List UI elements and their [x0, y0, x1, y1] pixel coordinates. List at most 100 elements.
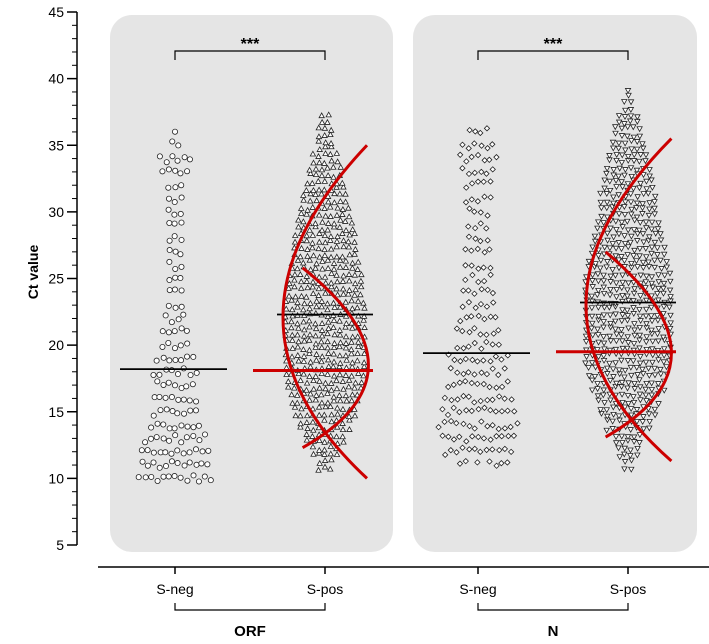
data-point-triangle	[295, 324, 302, 331]
data-point-triangle	[348, 338, 355, 345]
data-point-diamond	[481, 404, 488, 411]
data-point-triangle	[582, 347, 590, 354]
data-point-circle	[189, 381, 196, 388]
data-point-diamond	[496, 446, 503, 454]
data-point-triangle	[310, 377, 317, 384]
data-point-triangle	[318, 326, 326, 333]
data-point-triangle	[607, 377, 614, 384]
data-point-triangle	[360, 316, 367, 323]
data-point-circle	[157, 407, 164, 414]
data-point-diamond	[450, 404, 457, 412]
data-point-triangle	[594, 332, 602, 339]
data-point-triangle	[339, 179, 346, 186]
data-point-diamond	[463, 184, 470, 191]
data-point-circle	[153, 357, 160, 364]
data-point-triangle	[630, 434, 638, 441]
data-point-triangle	[295, 370, 303, 377]
data-point-diamond	[456, 408, 463, 416]
data-point-triangle	[637, 180, 644, 187]
data-point-circle	[160, 421, 167, 428]
data-point-triangle	[354, 297, 362, 304]
data-point-circle	[172, 304, 179, 311]
data-point-triangle	[615, 413, 623, 420]
data-point-diamond	[471, 399, 478, 406]
data-point-diamond	[483, 446, 490, 454]
data-point-triangle	[639, 145, 647, 152]
data-point-triangle	[334, 158, 341, 165]
data-point-circle	[166, 287, 173, 294]
data-point-triangle	[333, 385, 341, 392]
data-point-triangle	[300, 332, 308, 339]
data-point-circle	[165, 329, 172, 336]
data-point-triangle	[616, 165, 623, 172]
data-point-circle	[171, 425, 178, 432]
data-point-circle	[166, 247, 173, 254]
data-point-triangle	[309, 239, 316, 246]
data-point-triangle	[312, 340, 320, 347]
data-point-triangle	[666, 325, 674, 332]
data-point-triangle	[618, 391, 626, 398]
data-point-circle	[190, 353, 197, 360]
data-point-triangle	[606, 292, 614, 299]
data-point-triangle	[333, 433, 340, 440]
data-point-triangle	[336, 352, 344, 359]
data-point-triangle	[627, 239, 634, 246]
data-point-triangle	[289, 312, 296, 319]
data-point-triangle	[315, 245, 322, 252]
data-point-diamond	[487, 194, 494, 201]
data-point-triangle	[348, 219, 356, 226]
data-point-triangle	[318, 303, 326, 310]
data-point-triangle	[294, 299, 301, 306]
data-point-circle	[174, 460, 181, 467]
data-point-triangle	[613, 380, 620, 387]
data-point-triangle	[339, 206, 347, 212]
data-point-triangle	[309, 418, 317, 425]
data-point-triangle	[313, 356, 320, 363]
data-point-triangle	[624, 385, 631, 392]
data-point-diamond	[489, 365, 496, 372]
data-point-triangle	[636, 360, 644, 367]
data-point-diamond	[487, 271, 494, 278]
data-point-triangle	[637, 318, 644, 325]
data-point-triangle	[613, 280, 620, 287]
data-point-triangle	[339, 433, 346, 440]
data-point-circle	[178, 236, 185, 243]
data-point-triangle	[645, 264, 653, 270]
data-point-triangle	[351, 271, 359, 278]
data-point-triangle	[322, 150, 329, 156]
data-point-triangle	[666, 270, 674, 277]
data-point-triangle	[630, 305, 637, 312]
data-point-triangle	[631, 332, 638, 339]
data-point-triangle	[615, 192, 622, 199]
data-point-circle	[205, 447, 212, 454]
data-point-triangle	[645, 365, 652, 372]
data-point-triangle	[304, 252, 311, 259]
data-point-triangle	[588, 298, 596, 305]
data-point-triangle	[336, 190, 344, 197]
data-point-triangle	[313, 303, 320, 310]
data-point-triangle	[628, 146, 635, 153]
data-point-diamond	[495, 327, 502, 334]
data-point-triangle	[601, 400, 608, 407]
data-point-diamond	[471, 169, 478, 177]
data-point-triangle	[612, 177, 620, 184]
data-point-diamond	[504, 459, 511, 466]
data-point-triangle	[622, 199, 629, 206]
data-point-triangle	[307, 390, 314, 397]
data-point-triangle	[637, 293, 644, 300]
y-axis: 5 10 15 20 25 30 35 40 45	[48, 4, 78, 553]
data-point-triangle	[330, 299, 337, 306]
data-point-triangle	[601, 244, 608, 251]
data-point-triangle	[346, 426, 353, 432]
data-point-diamond	[487, 313, 494, 320]
data-point-triangle	[648, 380, 655, 387]
data-point-triangle	[630, 227, 638, 233]
data-point-diamond	[474, 358, 481, 365]
data-point-triangle	[316, 238, 323, 245]
data-point-triangle	[663, 364, 670, 371]
data-point-triangle	[612, 253, 619, 260]
data-point-circle	[169, 153, 176, 160]
data-point-triangle	[318, 297, 326, 304]
data-point-triangle	[316, 146, 324, 152]
data-point-triangle	[321, 186, 328, 193]
